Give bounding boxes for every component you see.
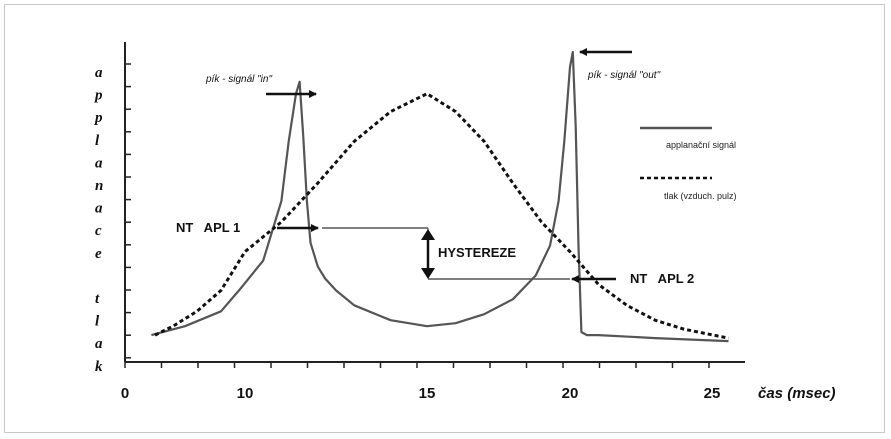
pressure-curve (154, 92, 729, 340)
apl2-label: NT APL 2 (630, 271, 694, 286)
x-tick-label: 10 (237, 385, 254, 402)
y-axis-letter: l (95, 133, 100, 149)
axes (124, 42, 745, 363)
y-axis-letter: c (95, 223, 102, 239)
legend-label-applanation: applanační signál (666, 140, 736, 150)
hysteresis-label: HYSTEREZE (438, 245, 516, 260)
y-axis-letter: a (95, 155, 103, 171)
apl1-label: NT APL 1 (176, 220, 240, 235)
y-axis-letter: a (95, 65, 103, 81)
y-axis-letter: p (93, 110, 103, 126)
peak-out-label: pík - signál "out" (587, 70, 661, 81)
y-axis-letter: e (95, 246, 102, 262)
hysteresis-arrow-up (421, 229, 435, 240)
y-axis-letter: n (95, 178, 103, 194)
annotation-arrows (266, 48, 632, 283)
y-axis-ticks (125, 63, 131, 359)
series-layer (151, 50, 729, 343)
x-tick-labels: 0 10 15 20 25 (121, 385, 721, 402)
y-axis-letter: l (95, 314, 100, 330)
y-axis-letter: a (95, 336, 103, 352)
x-tick-label: 0 (121, 385, 129, 402)
hysteresis-arrow-down (421, 268, 435, 279)
x-tick-label: 20 (562, 385, 579, 402)
legend: applanační signál tlak (vzduch. pulz) (640, 126, 737, 201)
x-axis-ticks (124, 362, 710, 368)
peak-in-label: pík - signál "in" (205, 74, 272, 85)
y-axis-letter: t (95, 291, 100, 307)
x-tick-label: 25 (704, 385, 721, 402)
y-axis-letter: k (95, 359, 103, 375)
y-axis-letter: a (95, 201, 103, 217)
applanation-signal-line (151, 50, 729, 343)
y-axis-letter: p (93, 88, 103, 104)
legend-label-pressure: tlak (vzduch. pulz) (664, 191, 737, 201)
x-tick-label: 15 (419, 385, 436, 402)
x-axis-label: čas (msec) (758, 385, 836, 402)
